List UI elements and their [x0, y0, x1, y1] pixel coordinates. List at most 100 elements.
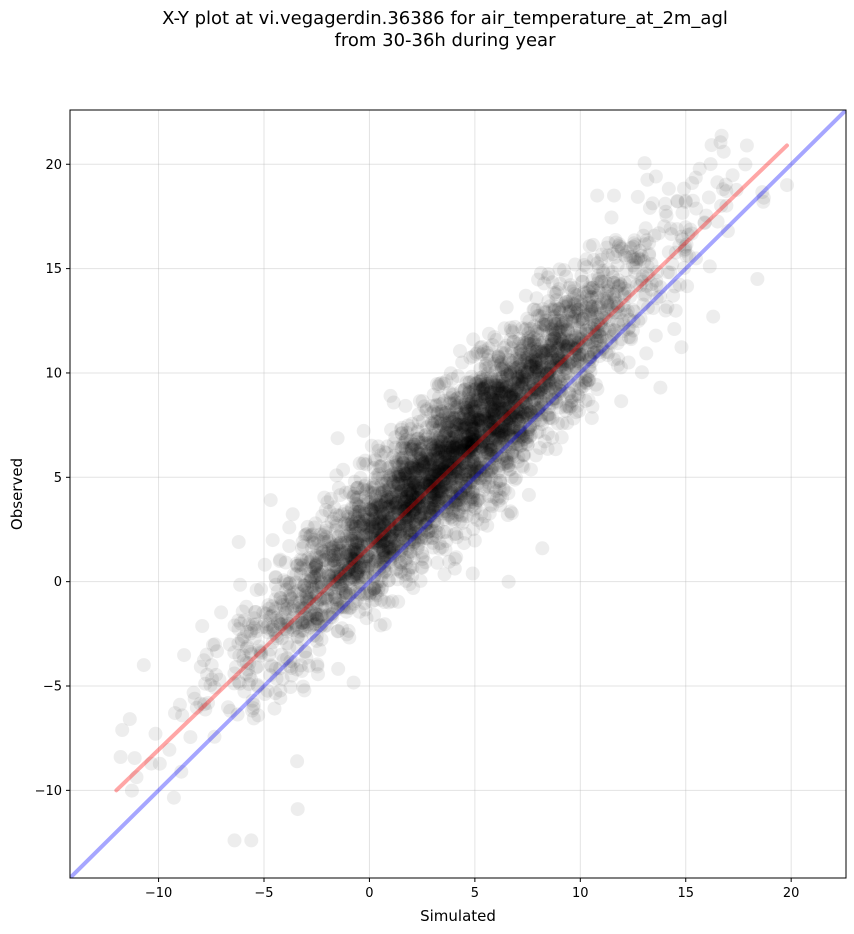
data-point	[520, 365, 535, 380]
data-point	[414, 475, 429, 490]
data-point	[465, 430, 480, 445]
data-point	[547, 286, 562, 300]
data-point	[449, 436, 464, 451]
data-point	[523, 404, 538, 419]
data-point	[294, 616, 309, 630]
data-point	[490, 423, 505, 437]
data-point	[480, 390, 495, 405]
data-point	[490, 438, 505, 453]
data-point	[503, 332, 518, 347]
data-point	[504, 446, 519, 461]
data-point	[403, 528, 418, 543]
data-point	[239, 655, 254, 670]
data-point	[470, 462, 485, 476]
data-point	[568, 341, 583, 356]
data-point	[329, 564, 344, 579]
data-point	[325, 599, 340, 614]
data-point	[407, 535, 422, 550]
data-point	[458, 479, 473, 494]
data-point	[476, 406, 491, 421]
data-point	[453, 417, 468, 432]
data-point	[305, 579, 320, 594]
data-point	[470, 413, 485, 428]
data-point	[576, 358, 591, 373]
data-point	[318, 553, 333, 567]
data-point	[340, 535, 355, 550]
data-point	[403, 439, 418, 454]
data-point	[451, 369, 465, 383]
data-point	[449, 526, 464, 541]
data-point	[437, 512, 452, 527]
data-point	[406, 437, 421, 452]
data-point	[491, 427, 506, 441]
data-point	[545, 275, 560, 290]
data-point	[559, 294, 574, 309]
data-point	[383, 492, 398, 507]
data-point	[514, 362, 529, 377]
data-point	[437, 455, 452, 470]
x-tick-label: 15	[677, 886, 694, 901]
data-point	[493, 400, 508, 415]
data-point	[204, 658, 219, 673]
data-point	[365, 535, 380, 550]
data-point	[572, 347, 587, 362]
data-point	[506, 386, 521, 401]
data-point	[443, 433, 458, 447]
y-tick-label: 15	[45, 262, 62, 277]
data-point	[309, 556, 324, 571]
data-point	[490, 372, 505, 387]
data-point	[567, 281, 582, 295]
data-point	[406, 503, 421, 518]
data-point	[512, 402, 527, 416]
data-point	[536, 378, 551, 393]
data-point	[463, 461, 478, 476]
data-point	[417, 460, 432, 474]
data-point	[261, 598, 276, 613]
data-point	[483, 463, 498, 478]
data-point	[553, 336, 568, 351]
data-point	[461, 386, 476, 401]
data-point	[509, 471, 524, 485]
data-point	[247, 621, 262, 636]
data-point	[424, 531, 439, 546]
data-point	[376, 482, 391, 497]
data-point	[501, 416, 516, 431]
data-point	[303, 574, 318, 589]
data-point	[394, 544, 409, 559]
data-point	[527, 393, 542, 408]
data-point	[403, 523, 418, 538]
data-point	[544, 332, 559, 347]
data-point	[608, 250, 623, 265]
data-point	[457, 467, 472, 482]
data-point	[372, 562, 387, 577]
data-point	[263, 493, 278, 508]
data-point	[625, 302, 640, 317]
data-point	[453, 441, 468, 456]
data-point	[270, 584, 285, 599]
data-point	[702, 259, 717, 274]
data-point	[310, 563, 325, 578]
data-point	[479, 356, 494, 371]
data-point	[412, 462, 427, 476]
data-point	[360, 482, 375, 497]
data-point	[530, 343, 545, 358]
data-point	[399, 573, 414, 588]
data-point	[431, 460, 445, 475]
data-point	[436, 467, 451, 482]
data-point	[444, 422, 459, 437]
data-point	[495, 374, 510, 389]
data-point	[575, 274, 590, 289]
data-point	[356, 528, 371, 543]
data-point	[497, 398, 512, 413]
data-point	[358, 570, 373, 585]
data-point	[378, 445, 393, 460]
data-point	[716, 144, 731, 159]
data-point	[372, 459, 387, 474]
data-point	[457, 536, 471, 551]
data-point	[433, 470, 448, 485]
data-point	[552, 354, 567, 369]
data-point	[434, 485, 449, 499]
data-point	[603, 335, 618, 350]
data-point	[309, 629, 324, 644]
data-point	[300, 580, 315, 595]
